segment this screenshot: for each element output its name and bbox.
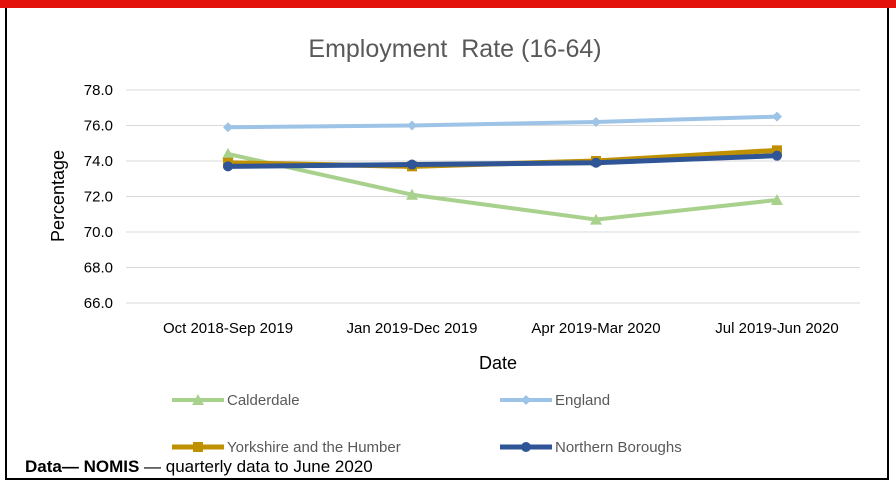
x-axis-label: Date: [479, 353, 517, 373]
caption-dash: —: [61, 457, 84, 476]
legend-item: Calderdale: [172, 392, 300, 409]
legend-marker: [193, 442, 203, 452]
series-line: [227, 114, 778, 130]
legend-marker: [521, 395, 531, 405]
data-point: [772, 145, 782, 156]
legend-label: Yorkshire and the Humber: [227, 439, 401, 456]
data-point: [407, 159, 417, 170]
series-line: [227, 153, 778, 169]
legend-item: England: [500, 392, 610, 409]
legend-item: Yorkshire and the Humber: [172, 439, 401, 456]
chart-frame: [5, 8, 889, 480]
x-tick-labels: Oct 2018-Sep 2019 Jan 2019-Dec 2019 Apr 20…: [163, 320, 839, 337]
chart-title: Employment Rate (16-64): [308, 35, 601, 63]
x-tick-label: Jan 2019-Dec 2019: [347, 320, 478, 337]
data-point: [407, 120, 417, 131]
y-tick-label: 78.0: [84, 82, 113, 99]
data-point: [590, 213, 602, 225]
series-england: [223, 111, 782, 133]
legend-item: Northern Boroughs: [500, 439, 682, 456]
caption-rest: — quarterly data to June 2020: [139, 457, 373, 476]
data-point: [772, 150, 782, 161]
y-tick-label: 76.0: [84, 118, 113, 135]
y-tick-labels: 66.0 68.0 70.0 72.0 74.0 76.0 78.0: [84, 82, 113, 312]
y-axis-label: Percentage: [48, 150, 68, 242]
x-tick-label: Jul 2019-Jun 2020: [715, 320, 838, 337]
y-tick-label: 74.0: [84, 153, 113, 170]
data-point: [406, 188, 418, 200]
data-point: [223, 161, 233, 172]
series-lines: [222, 111, 783, 225]
series-calderdale: [222, 147, 783, 225]
y-tick-label: 66.0: [84, 295, 113, 312]
x-tick-label: Apr 2019-Mar 2020: [531, 320, 660, 337]
top-red-bar: [0, 0, 896, 8]
x-tick-label: Oct 2018-Sep 2019: [163, 320, 293, 337]
source-caption: Data— NOMIS — quarterly data to June 202…: [25, 457, 373, 477]
legend-label: England: [555, 392, 610, 409]
y-tick-label: 68.0: [84, 260, 113, 277]
legend-label: Calderdale: [227, 392, 300, 409]
data-point: [591, 116, 601, 127]
caption-source-name: NOMIS: [83, 457, 140, 476]
legend-marker: [192, 394, 204, 405]
y-tick-label: 72.0: [84, 189, 113, 206]
data-point: [772, 111, 782, 122]
series-northern-boroughs: [223, 150, 782, 172]
data-point: [591, 157, 601, 168]
series-line: [227, 151, 778, 222]
legend-marker: [521, 442, 531, 452]
legend-label: Northern Boroughs: [555, 439, 682, 456]
data-point: [222, 147, 234, 159]
y-tick-label: 70.0: [84, 224, 113, 241]
data-point: [223, 122, 233, 133]
data-point: [771, 194, 783, 206]
legend: Calderdale England Yorkshire and the Humbe…: [172, 392, 682, 456]
caption-source-label: Data: [25, 457, 62, 476]
